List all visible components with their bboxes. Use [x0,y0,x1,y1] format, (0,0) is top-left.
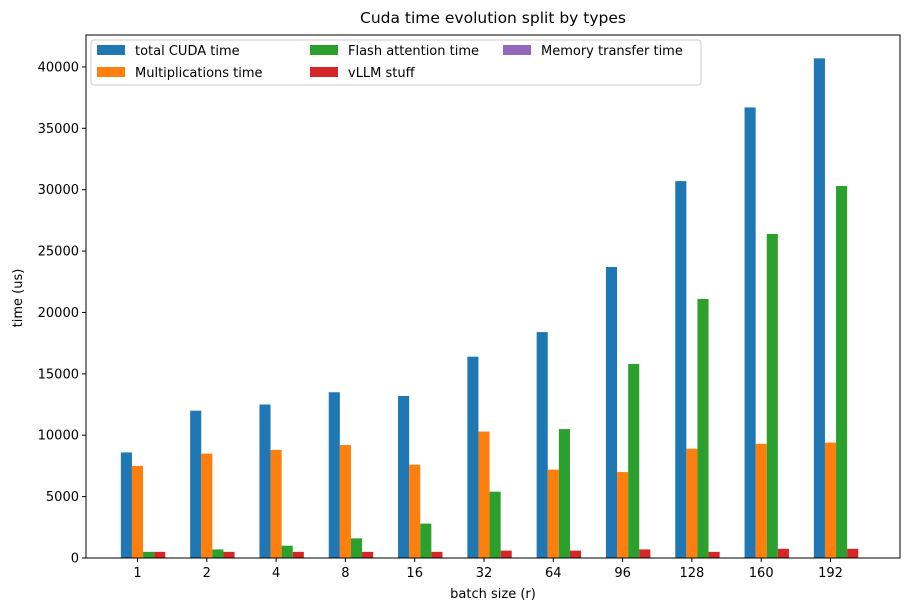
bar-total-cuda-time-1 [120,452,132,558]
bar-total-cuda-time-2 [190,410,202,558]
legend-swatch-flash-attention-time [310,45,338,55]
bar-flash-attention-time-1 [143,551,155,558]
bar-total-cuda-time-160 [744,107,756,559]
bar-total-cuda-time-8 [328,392,340,558]
bar-multiplications-time-2 [201,453,213,558]
bar-vllm-stuff-96 [639,549,651,558]
legend-label-vllm-stuff: vLLM stuff [348,66,416,81]
bar-vllm-stuff-32 [500,550,512,558]
legend-swatch-memory-transfer-time [503,45,531,55]
x-tick-label: 16 [406,566,423,581]
bar-total-cuda-time-192 [813,58,825,558]
legend-label-flash-attention-time: Flash attention time [348,44,479,59]
legend-swatch-total-cuda-time [97,45,125,55]
bar-vllm-stuff-160 [777,548,789,558]
legend-label-multiplications-time: Multiplications time [135,66,263,81]
y-tick-label: 20000 [38,306,79,321]
y-tick-label: 15000 [38,367,79,382]
bar-flash-attention-time-2 [212,549,224,558]
bars-group [120,58,859,559]
bar-total-cuda-time-4 [259,404,271,558]
y-ticks-group: 0 5000 10000 15000 20000 25000 30000 35000 40000 [38,60,86,567]
bar-multiplications-time-192 [824,442,837,558]
x-tick-label: 128 [679,566,704,581]
bar-vllm-stuff-2 [223,551,235,558]
y-tick-label: 0 [71,552,79,567]
legend-label-memory-transfer-time: Memory transfer time [541,44,683,59]
bar-flash-attention-time-96 [628,364,640,558]
x-tick-label: 2 [203,566,211,581]
bar-flash-attention-time-160 [766,233,778,558]
x-ticks-group: 1 2 4 8 16 32 64 96 128 160 192 [133,558,843,581]
bar-multiplications-time-160 [755,443,767,558]
legend-swatch-vllm-stuff [310,67,338,77]
bar-vllm-stuff-8 [362,551,374,558]
bar-vllm-stuff-192 [847,548,859,558]
x-tick-label: 160 [749,566,774,581]
legend: total CUDA time Multiplications time Flash… [90,39,702,86]
x-tick-label: 8 [341,566,349,581]
bar-flash-attention-time-8 [350,538,363,558]
legend-swatch-multiplications-time [97,67,125,77]
bar-multiplications-time-96 [617,472,629,558]
bar-vllm-stuff-4 [292,551,304,558]
x-tick-label: 192 [818,566,843,581]
plot-frame [85,34,901,559]
bar-multiplications-time-8 [339,445,351,558]
y-tick-label: 30000 [38,183,79,198]
bar-multiplications-time-64 [547,469,559,558]
bar-flash-attention-time-4 [281,545,293,558]
bar-multiplications-time-32 [478,431,490,558]
x-tick-label: 96 [614,566,631,581]
bar-flash-attention-time-16 [420,523,432,558]
y-tick-label: 35000 [38,122,79,137]
x-tick-label: 64 [545,566,562,581]
bar-total-cuda-time-128 [675,181,687,558]
bar-multiplications-time-16 [409,464,421,558]
x-tick-label: 4 [272,566,280,581]
x-tick-label: 32 [476,566,493,581]
legend-box [90,39,702,86]
y-tick-label: 10000 [38,429,79,444]
bar-multiplications-time-4 [270,449,282,558]
bar-flash-attention-time-192 [836,186,848,558]
bar-flash-attention-time-64 [558,429,570,558]
y-tick-label: 40000 [38,60,79,75]
chart-title: Cuda time evolution split by types [360,9,626,27]
bar-flash-attention-time-128 [697,298,709,558]
x-tick-label: 1 [133,566,141,581]
bar-vllm-stuff-16 [431,551,443,558]
y-tick-label: 25000 [38,245,79,260]
bar-total-cuda-time-16 [398,395,410,558]
axes-group [85,34,901,559]
bar-vllm-stuff-128 [708,551,720,558]
x-axis-label: batch size (r) [450,587,536,602]
y-axis-label: time (us) [11,269,26,328]
y-tick-label: 5000 [46,490,79,505]
bar-vllm-stuff-64 [569,550,582,558]
bar-flash-attention-time-32 [489,491,501,558]
bar-total-cuda-time-96 [605,267,618,558]
bar-multiplications-time-1 [131,465,144,558]
bar-multiplications-time-128 [686,448,698,558]
legend-label-total-cuda-time: total CUDA time [135,44,240,59]
bar-total-cuda-time-64 [536,332,548,558]
bar-vllm-stuff-1 [154,551,166,558]
bar-total-cuda-time-32 [467,356,479,558]
